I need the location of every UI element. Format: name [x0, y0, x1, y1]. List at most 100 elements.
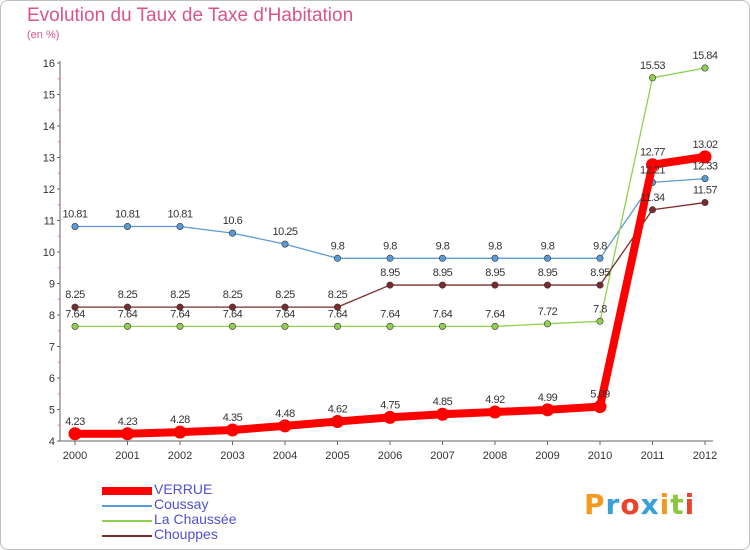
legend-item: VERRUE — [102, 481, 302, 498]
data-label: 8.95 — [590, 267, 610, 279]
data-label: 8.25 — [223, 289, 243, 301]
data-point — [278, 419, 292, 433]
x-tick-label: 2010 — [588, 450, 612, 462]
legend-swatch — [102, 520, 152, 522]
data-point — [176, 303, 184, 311]
x-tick-label: 2008 — [483, 450, 507, 462]
data-label: 8.25 — [275, 289, 295, 301]
x-tick-label: 2001 — [115, 450, 139, 462]
data-label: 7.64 — [223, 308, 243, 320]
data-label: 7.64 — [118, 308, 138, 320]
legend-item: La Chaussée — [102, 511, 302, 528]
data-label: 7.8 — [593, 303, 607, 315]
legend-swatch — [102, 535, 152, 537]
data-label: 8.25 — [170, 289, 190, 301]
y-tick-label: 15 — [43, 90, 55, 102]
data-point — [543, 320, 551, 328]
x-tick-label: 2000 — [63, 450, 87, 462]
data-label: 13.02 — [692, 139, 717, 151]
data-label: 9.8 — [593, 240, 607, 252]
data-point — [386, 322, 394, 330]
data-point — [701, 199, 709, 207]
legend-label: Coussay — [154, 496, 209, 512]
data-point — [543, 281, 551, 289]
data-point — [68, 427, 82, 441]
legend-label: Chouppes — [154, 526, 218, 542]
data-point — [701, 175, 709, 183]
data-point — [438, 254, 446, 262]
data-label: 8.95 — [380, 267, 400, 279]
y-tick-label: 14 — [43, 121, 55, 133]
data-point — [71, 222, 79, 230]
data-point — [386, 254, 394, 262]
data-label: 10.6 — [223, 215, 243, 227]
y-tick-label: 4 — [49, 436, 55, 448]
data-label: 12.77 — [640, 147, 665, 159]
data-label: 4.23 — [65, 416, 85, 428]
data-label: 8.25 — [65, 289, 85, 301]
x-tick-label: 2003 — [220, 450, 244, 462]
data-label: 8.25 — [328, 289, 348, 301]
data-point — [226, 423, 239, 437]
data-point — [436, 407, 449, 421]
data-point — [124, 303, 132, 311]
data-point — [648, 74, 656, 82]
data-label: 11.34 — [640, 192, 665, 204]
data-label: 10.81 — [62, 208, 87, 220]
data-point — [386, 281, 394, 289]
data-point — [71, 322, 79, 330]
data-label: 7.64 — [170, 308, 190, 320]
data-point — [333, 254, 341, 262]
legend-swatch — [102, 505, 152, 507]
data-point — [383, 410, 397, 424]
data-label: 4.92 — [485, 394, 505, 406]
data-label: 8.95 — [433, 267, 453, 279]
data-point — [596, 281, 604, 289]
y-tick-label: 7 — [49, 342, 55, 354]
data-point — [698, 150, 712, 164]
data-point — [596, 317, 604, 325]
data-label: 7.64 — [433, 308, 453, 320]
data-label: 4.48 — [275, 408, 295, 420]
data-label: 12.33 — [692, 161, 717, 173]
data-label: 5.09 — [590, 389, 610, 401]
data-point — [281, 322, 289, 330]
data-point — [488, 405, 502, 419]
y-tick-label: 13 — [43, 153, 55, 165]
data-label: 7.72 — [538, 306, 558, 318]
chart-title: Evolution du Taux de Taxe d'Habitation — [27, 5, 354, 26]
data-point — [331, 414, 344, 428]
proxiti-logo: Proxiti — [584, 488, 696, 521]
data-label: 4.99 — [538, 392, 558, 404]
data-point — [333, 303, 341, 311]
data-label: 12.21 — [640, 164, 665, 176]
data-label: 15.84 — [692, 50, 717, 62]
data-point — [229, 303, 237, 311]
y-tick-label: 12 — [43, 184, 55, 196]
legend-item: Coussay — [102, 496, 302, 513]
y-tick-label: 9 — [49, 279, 55, 291]
data-point — [491, 254, 499, 262]
data-point — [124, 222, 132, 230]
data-label: 8.25 — [118, 289, 138, 301]
data-label: 4.85 — [433, 396, 453, 408]
data-label: 9.8 — [383, 240, 397, 252]
y-tick-label: 11 — [44, 216, 55, 228]
y-tick-label: 16 — [43, 58, 55, 70]
data-point — [701, 64, 709, 72]
data-point — [176, 322, 184, 330]
y-tick-label: 5 — [49, 405, 55, 417]
x-tick-label: 2002 — [168, 450, 192, 462]
data-point — [333, 322, 341, 330]
data-label: 4.35 — [223, 412, 243, 424]
data-label: 10.25 — [272, 226, 297, 238]
data-point — [593, 400, 607, 414]
data-label: 4.23 — [118, 416, 138, 428]
data-label: 9.8 — [488, 240, 502, 252]
data-point — [71, 303, 79, 311]
x-tick-label: 2011 — [641, 450, 665, 462]
data-label: 7.64 — [275, 308, 295, 320]
data-label: 7.64 — [380, 308, 400, 320]
legend-label: La Chaussée — [154, 511, 237, 527]
data-label: 4.75 — [380, 399, 400, 411]
